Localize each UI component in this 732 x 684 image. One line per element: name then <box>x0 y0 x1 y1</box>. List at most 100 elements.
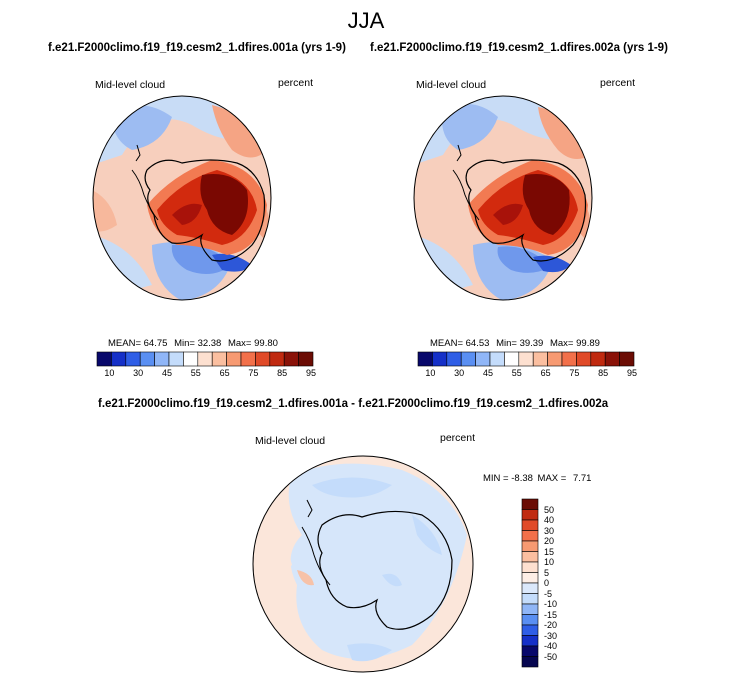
panel-2-min-value: 39.39 <box>519 338 544 349</box>
colorbar-swatch <box>475 351 491 367</box>
colorbar-swatch <box>532 351 548 367</box>
colorbar-swatch <box>96 351 112 367</box>
panel-1-max-value: 99.80 <box>254 338 278 349</box>
colorbar-swatch <box>283 351 299 367</box>
diff-min-label: MIN = <box>483 473 509 484</box>
polar-map-case-2 <box>413 95 593 301</box>
panel-1-case-title: f.e21.F2000climo.f19_f19.cesm2_1.dfires.… <box>48 42 346 54</box>
colorbar-tick-label: 65 <box>540 368 551 378</box>
colorbar-tick-label: -5 <box>544 588 553 599</box>
colorbar-swatch <box>521 624 539 636</box>
panel-1-variable-label: Mid-level cloud <box>95 79 166 91</box>
polar-map-difference <box>252 455 474 673</box>
colorbar-case-2-ticks: 10 30 45 55 65 75 85 95 <box>418 368 638 380</box>
colorbar-swatch <box>604 351 620 367</box>
colorbar-tick-label: 65 <box>219 368 230 378</box>
colorbar-swatch <box>521 572 539 584</box>
colorbar-case-1-ticks: 10 30 45 55 65 75 85 95 <box>97 368 317 380</box>
colorbar-swatch <box>619 351 635 367</box>
colorbar-tick-label: -10 <box>544 599 558 609</box>
panel-2-mean-label: MEAN= <box>430 338 463 349</box>
colorbar-swatch <box>576 351 592 367</box>
colorbar-tick-label: -15 <box>544 609 558 620</box>
panel-2-min-label: Min= <box>496 338 517 349</box>
colorbar-swatch <box>590 351 606 367</box>
colorbar-swatch <box>521 509 539 521</box>
colorbar-swatch <box>521 593 539 605</box>
colorbar-tick-label: 40 <box>544 515 555 525</box>
colorbar-swatch <box>240 351 256 367</box>
colorbar-swatch <box>255 351 271 367</box>
colorbar-swatch <box>504 351 520 367</box>
panel-1-mean-value: 64.75 <box>143 338 168 349</box>
colorbar-tick-label: 95 <box>305 368 317 378</box>
panel-2-units-label: percent <box>600 77 636 89</box>
colorbar-swatch <box>269 351 285 367</box>
colorbar-swatch <box>521 519 539 531</box>
colorbar-tick-label: 15 <box>544 546 555 557</box>
colorbar-tick-label: -30 <box>544 630 558 641</box>
colorbar-swatch <box>518 351 534 367</box>
diff-stats: MIN = -8.38 MAX = 7.71 <box>483 473 591 484</box>
colorbar-swatch <box>125 351 141 367</box>
colorbar-swatch <box>298 351 314 367</box>
diff-max-value: 7.71 <box>572 473 592 484</box>
colorbar-tick-label: 85 <box>598 368 609 378</box>
panel-2-stats: MEAN= 64.53 Min= 39.39 Max= 99.89 <box>430 338 600 349</box>
panel-2-max-value: 99.89 <box>576 338 600 349</box>
colorbar-tick-label: 75 <box>569 368 580 378</box>
colorbar-swatch <box>521 603 539 615</box>
colorbar-difference <box>521 498 539 668</box>
colorbar-tick-label: 85 <box>277 368 288 378</box>
colorbar-tick-label: 5 <box>544 567 550 578</box>
colorbar-case-1 <box>96 351 314 367</box>
panel-2-max-label: Max= <box>549 338 574 349</box>
colorbar-swatch <box>489 351 505 367</box>
colorbar-difference-ticks: 50 40 30 20 15 10 5 0 -5 -10 -15 -20 -30 -40 -50 <box>544 499 568 667</box>
colorbar-swatch <box>226 351 242 367</box>
panel-2-case-title: f.e21.F2000climo.f19_f19.cesm2_1.dfires.… <box>370 42 668 54</box>
colorbar-tick-label: 10 <box>104 368 115 378</box>
colorbar-swatch <box>154 351 170 367</box>
colorbar-swatch <box>183 351 199 367</box>
diff-max-label: MAX = <box>537 473 567 484</box>
polar-map-case-1 <box>92 95 272 301</box>
diff-units-label: percent <box>440 432 476 444</box>
panel-1-min-label: Min= <box>174 338 195 349</box>
colorbar-case-2 <box>417 351 635 367</box>
colorbar-tick-label: 95 <box>626 368 638 378</box>
colorbar-tick-label: -20 <box>544 620 558 630</box>
colorbar-tick-label: 50 <box>544 504 555 515</box>
diff-min-value: -8.38 <box>511 473 533 484</box>
colorbar-swatch <box>111 351 127 367</box>
colorbar-swatch <box>446 351 462 367</box>
colorbar-swatch <box>460 351 476 367</box>
colorbar-tick-label: 75 <box>248 368 259 378</box>
colorbar-tick-label: 30 <box>454 368 465 378</box>
colorbar-swatch <box>139 351 155 367</box>
colorbar-tick-label: 55 <box>190 368 201 378</box>
colorbar-swatch <box>521 645 539 657</box>
panel-1-mean-label: MEAN= <box>108 338 141 349</box>
colorbar-swatch <box>547 351 563 367</box>
diff-variable-label: Mid-level cloud <box>255 435 326 447</box>
colorbar-swatch <box>168 351 184 367</box>
colorbar-tick-label: -50 <box>544 651 558 662</box>
diff-case-title: f.e21.F2000climo.f19_f19.cesm2_1.dfires.… <box>98 398 609 410</box>
colorbar-swatch <box>211 351 227 367</box>
colorbar-swatch <box>521 635 539 647</box>
colorbar-tick-label: 20 <box>544 536 555 546</box>
colorbar-tick-label: 30 <box>544 525 555 536</box>
colorbar-swatch <box>521 498 539 510</box>
colorbar-tick-label: 45 <box>482 368 494 378</box>
colorbar-swatch <box>521 582 539 594</box>
colorbar-swatch <box>521 614 539 626</box>
colorbar-swatch <box>521 540 539 552</box>
colorbar-swatch <box>432 351 448 367</box>
colorbar-swatch <box>561 351 577 367</box>
colorbar-swatch <box>521 561 539 573</box>
panel-2-variable-label: Mid-level cloud <box>416 79 487 91</box>
colorbar-swatch <box>197 351 213 367</box>
colorbar-tick-label: 0 <box>544 578 550 588</box>
panel-1-units-label: percent <box>278 77 314 89</box>
